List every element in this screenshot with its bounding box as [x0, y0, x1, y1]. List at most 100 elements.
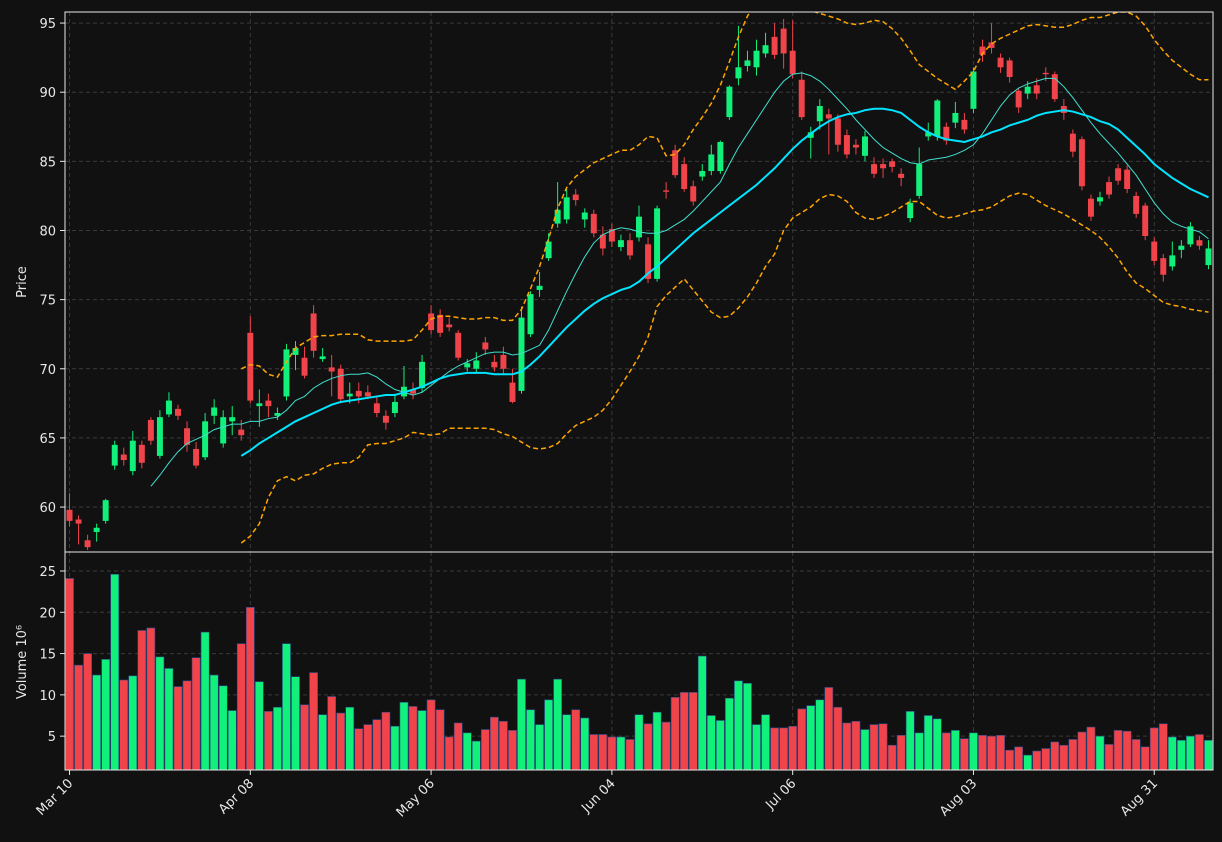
candle-body	[681, 164, 688, 190]
volume-bar	[1204, 739, 1213, 771]
volume-bar	[905, 711, 915, 771]
candle-body	[328, 367, 335, 372]
volume-bar	[571, 709, 581, 771]
y-tick-label: 90	[39, 86, 56, 101]
volume-bar	[273, 706, 282, 771]
candle-body	[807, 132, 814, 138]
volume-bar	[1077, 731, 1087, 771]
candle-body	[771, 36, 778, 55]
volume-bar	[1176, 739, 1186, 771]
candle-body	[979, 46, 986, 55]
candle-body	[554, 209, 561, 224]
candle-body	[735, 67, 742, 79]
candle-body	[527, 294, 534, 335]
candle-body	[617, 240, 624, 248]
volume-bar	[869, 724, 879, 771]
volume-bar	[697, 655, 707, 771]
candle-body	[111, 444, 118, 466]
volume-panel-frame	[64, 551, 1214, 771]
candle-body	[952, 112, 959, 123]
volume-bar	[499, 720, 508, 771]
candle-body	[102, 500, 109, 521]
candle-body	[608, 229, 615, 242]
volume-bar	[1167, 736, 1177, 771]
candle-body	[536, 285, 543, 290]
volume-bar	[508, 730, 517, 771]
volume-bar	[435, 709, 445, 771]
y2-tick-label: 25	[39, 565, 56, 580]
volume-bar	[300, 704, 309, 771]
candle-body	[500, 354, 507, 369]
candle-body	[364, 392, 371, 397]
candle-body	[1078, 139, 1085, 187]
candle-body	[1142, 205, 1149, 237]
volume-bar	[327, 696, 337, 771]
volume-bar	[616, 736, 626, 771]
volume-bar	[191, 657, 201, 771]
volume-bar	[182, 680, 192, 771]
volume-bar	[74, 664, 83, 771]
volume-bar	[65, 578, 74, 771]
candle-body	[75, 519, 82, 524]
volume-bar	[951, 730, 960, 771]
volume-bar	[101, 659, 111, 771]
candle-body	[997, 57, 1004, 68]
volume-bar	[282, 643, 291, 771]
candle-body	[1169, 255, 1176, 267]
volume-bar	[1195, 734, 1204, 771]
volume-bar	[1014, 746, 1024, 771]
candle-body	[147, 419, 154, 441]
volume-bar	[155, 656, 165, 771]
volume-bar	[408, 706, 418, 771]
volume-bar	[426, 699, 436, 771]
candle-body	[889, 161, 896, 167]
volume-bar	[110, 573, 120, 771]
y-tick-label: 65	[39, 432, 56, 447]
candle-body	[482, 342, 489, 350]
indicator-line	[240, 12, 1209, 378]
candle-body	[690, 186, 697, 202]
candle-body	[880, 164, 887, 169]
candle-body	[717, 141, 724, 172]
volume-bar	[679, 692, 689, 771]
candle-body	[1051, 74, 1058, 100]
volume-bar	[1149, 727, 1159, 771]
volume-bar	[1023, 754, 1033, 771]
y-tick-label: 70	[39, 363, 56, 378]
volume-bar	[914, 732, 924, 771]
volume-bar	[589, 734, 599, 771]
volume-bar	[173, 686, 183, 771]
candle-body	[419, 361, 426, 389]
volume-bar	[960, 738, 969, 771]
volume-bar	[987, 735, 996, 771]
candle-body	[780, 28, 787, 54]
volume-bar	[399, 701, 409, 771]
y-tick-label: 85	[39, 155, 56, 170]
candle-body	[1042, 72, 1049, 75]
volume-bar	[381, 711, 391, 771]
candle-body	[545, 241, 552, 259]
volume-bar	[1113, 730, 1123, 771]
candle-body	[708, 154, 715, 172]
candle-body	[156, 417, 163, 456]
volume-bar	[806, 705, 816, 771]
candle-body	[636, 216, 642, 238]
candle-body	[762, 45, 769, 54]
candle-body	[898, 173, 905, 178]
volume-bar	[1059, 744, 1069, 771]
volume-bar	[453, 722, 463, 771]
volume-bar	[254, 681, 264, 771]
volume-bar	[209, 674, 219, 771]
candle-body	[373, 403, 380, 414]
volume-bar	[978, 735, 987, 771]
candle-body	[382, 415, 389, 423]
candle-body	[129, 440, 136, 472]
candle-body	[310, 313, 317, 351]
candle-body	[509, 382, 516, 402]
candle-body	[753, 50, 760, 68]
volume-bar	[625, 739, 635, 771]
candle-body	[301, 357, 308, 376]
candle-body	[473, 360, 480, 369]
volume-bar	[969, 732, 978, 771]
